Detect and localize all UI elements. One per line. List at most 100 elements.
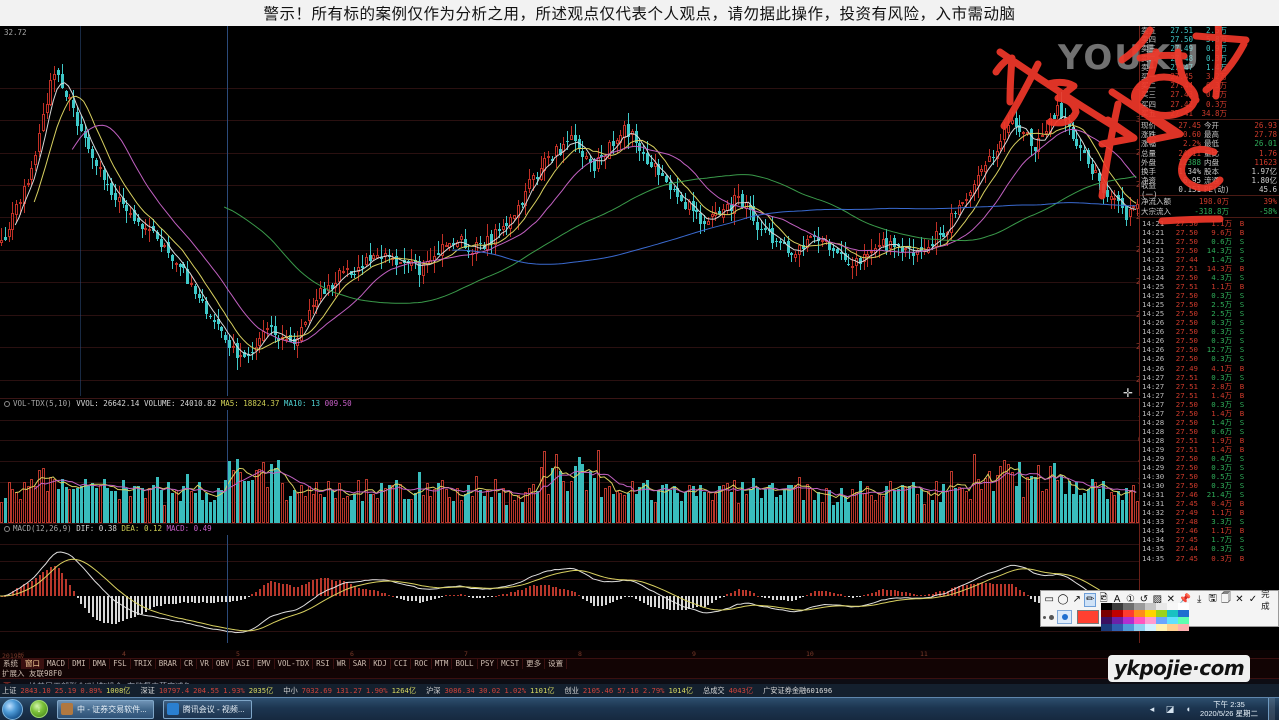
color-swatch[interactable] xyxy=(1101,624,1112,631)
pin-tool[interactable]: 📌 xyxy=(1178,594,1192,605)
line-width-small[interactable] xyxy=(1043,615,1046,619)
tick-row[interactable]: 14:27 27.51 2.8万 B xyxy=(1140,382,1279,391)
tick-row[interactable]: 14:28 27.50 0.6万 S xyxy=(1140,427,1279,436)
download-tool[interactable]: ⤓ xyxy=(1197,594,1202,605)
market-index-item[interactable]: 上证 2843.10 25.19 0.89% 1008亿 xyxy=(2,686,140,696)
tick-row[interactable]: 14:32 27.49 1.1万 B xyxy=(1140,508,1279,517)
tick-row[interactable]: 14:25 27.50 2.5万 S xyxy=(1140,309,1279,318)
indicator-tab-fsl[interactable]: FSL xyxy=(110,659,131,669)
order-book-row[interactable]: 买五 27.41 34.8万 xyxy=(1140,109,1279,118)
tick-row[interactable]: 14:26 27.49 4.1万 B xyxy=(1140,364,1279,373)
color-swatch[interactable] xyxy=(1167,624,1178,631)
tick-row[interactable]: 14:30 27.50 0.3万 S xyxy=(1140,481,1279,490)
indicator-tab-bar[interactable]: 系统 窗口 MACD DMI DMA FSL TRIX BRAR CR VR OBV ASI EMV VO… xyxy=(0,658,1279,669)
tick-row[interactable]: 14:28 27.51 1.9万 B xyxy=(1140,436,1279,445)
indicator-tab-cr[interactable]: CR xyxy=(181,659,197,669)
confirm-tool[interactable]: ✓ xyxy=(1248,594,1258,605)
tick-row[interactable]: 14:22 27.44 1.4万 S xyxy=(1140,255,1279,264)
color-swatch[interactable] xyxy=(1178,617,1189,624)
indicator-tab-vol-tdx[interactable]: VOL-TDX xyxy=(275,659,314,669)
tick-row[interactable]: 14:26 27.50 12.7万 S xyxy=(1140,345,1279,354)
blur-tool[interactable]: ▨ xyxy=(1152,594,1163,605)
market-index-item[interactable]: 广安证券金融601696 xyxy=(763,686,842,696)
indicator-tab-macd[interactable]: MACD xyxy=(44,659,70,669)
arrow-tool[interactable]: ↗ xyxy=(1072,594,1082,605)
pencil-tool[interactable]: ✏ xyxy=(1084,592,1097,607)
tick-row[interactable]: 14:21 27.50 0.6万 S xyxy=(1140,237,1279,246)
tick-row[interactable]: 14:27 27.50 0.3万 S xyxy=(1140,400,1279,409)
indicator-tab-roc[interactable]: ROC xyxy=(411,659,432,669)
indicator-tab-bar-secondary[interactable]: 扩展入 友联98F0 xyxy=(0,669,1279,679)
color-swatch[interactable] xyxy=(1145,603,1156,610)
color-swatch[interactable] xyxy=(1134,624,1145,631)
tick-row[interactable]: 14:28 27.50 1.4万 S xyxy=(1140,418,1279,427)
color-swatch[interactable] xyxy=(1101,603,1112,610)
color-swatch[interactable] xyxy=(1167,617,1178,624)
indicator-tab-cci[interactable]: CCI xyxy=(391,659,412,669)
tick-row[interactable]: 14:25 27.51 1.1万 B xyxy=(1140,282,1279,291)
drawing-style-row[interactable] xyxy=(1041,603,1278,631)
rect-tool[interactable]: ▭ xyxy=(1044,594,1054,605)
color-swatch[interactable] xyxy=(1167,610,1178,617)
color-swatch[interactable] xyxy=(1156,610,1167,617)
color-swatch[interactable] xyxy=(1178,603,1189,610)
market-index-item[interactable]: 深证 10797.4 204.55 1.93% 2035亿 xyxy=(140,686,283,696)
line-width-group[interactable] xyxy=(1043,610,1072,624)
color-swatch[interactable] xyxy=(1145,617,1156,624)
indicator-tab-mtm[interactable]: MTM xyxy=(432,659,453,669)
tick-row[interactable]: 14:25 27.50 2.5万 S xyxy=(1140,300,1279,309)
tray-expand-icon[interactable]: ◂ xyxy=(1149,703,1155,714)
color-swatch[interactable] xyxy=(1134,603,1145,610)
color-swatch[interactable] xyxy=(1156,603,1167,610)
indicator-tab-dma[interactable]: DMA xyxy=(90,659,111,669)
tick-trade-list[interactable]: 14:21 27.50 1.1万 B 14:21 27.50 9.6万 B 14:21 27.50… xyxy=(1140,219,1279,563)
tick-row[interactable]: 14:27 27.50 1.4万 B xyxy=(1140,409,1279,418)
undo-tool[interactable]: ↺ xyxy=(1139,594,1149,605)
taskbar-task[interactable]: 中 - 证券交易软件... xyxy=(57,699,154,719)
indicator-tab-asi[interactable]: ASI xyxy=(233,659,254,669)
start-button-icon[interactable] xyxy=(2,698,23,720)
macd-indicator-icon[interactable] xyxy=(4,526,10,532)
draw-done-label[interactable]: 完成 xyxy=(1261,588,1270,611)
tick-row[interactable]: 14:27 27.51 1.4万 B xyxy=(1140,391,1279,400)
color-swatch[interactable] xyxy=(1112,610,1123,617)
order-book-row[interactable]: 卖五 27.51 2.5万 xyxy=(1140,26,1279,35)
indicator-tab-kdj[interactable]: KDJ xyxy=(370,659,391,669)
market-index-item[interactable]: 总成交 4043亿 xyxy=(703,686,763,696)
color-swatch[interactable] xyxy=(1156,617,1167,624)
indicator-tab-brar[interactable]: BRAR xyxy=(156,659,181,669)
color-swatch[interactable] xyxy=(1145,610,1156,617)
volume-indicator-icon[interactable] xyxy=(4,401,10,407)
color-swatch[interactable] xyxy=(1156,624,1167,631)
color-swatch[interactable] xyxy=(1123,617,1134,624)
order-book-row[interactable]: 买四 27.42 0.3万 xyxy=(1140,100,1279,109)
current-color-swatch[interactable] xyxy=(1077,610,1099,624)
indicator-tab-wr[interactable]: WR xyxy=(334,659,350,669)
tray-volume-icon[interactable]: ◖ xyxy=(1185,704,1191,714)
volume-plot[interactable] xyxy=(0,410,1140,523)
taskbar-clock[interactable]: 下午 2:35 2020/5/26 星期二 xyxy=(1200,700,1262,718)
tick-row[interactable]: 14:21 27.50 9.6万 B xyxy=(1140,228,1279,237)
tick-row[interactable]: 14:35 27.45 0.3万 B xyxy=(1140,553,1279,563)
market-index-item[interactable]: 沪深 3086.34 30.02 1.02% 1101亿 xyxy=(426,686,564,696)
color-palette[interactable] xyxy=(1101,603,1189,631)
tick-row[interactable]: 14:21 27.50 1.1万 B xyxy=(1140,219,1279,228)
tick-row[interactable]: 14:29 27.50 0.4万 S xyxy=(1140,454,1279,463)
tick-row[interactable]: 14:26 27.50 0.3万 S xyxy=(1140,336,1279,345)
indicator-tab-dmi[interactable]: DMI xyxy=(69,659,90,669)
indicator-tab-rsi[interactable]: RSI xyxy=(313,659,334,669)
cancel-tool[interactable]: ✕ xyxy=(1235,594,1244,605)
price-pane[interactable]: 31.0030.0029.0028.0027.0026.0025.0024.00… xyxy=(0,26,1279,400)
color-swatch[interactable] xyxy=(1112,624,1123,631)
indicator-tab-psy[interactable]: PSY xyxy=(478,659,499,669)
copy-tool[interactable]: 🗍 xyxy=(1221,593,1232,604)
indicator-tab--[interactable]: 系统 xyxy=(0,659,22,669)
indicator-tab-mcst[interactable]: MCST xyxy=(498,659,524,669)
windows-taskbar[interactable]: ↓ 中 - 证券交易软件... 腾讯会议 - 视频... ◂ ◪ ◖ 下午 2:3… xyxy=(0,697,1279,720)
tick-row[interactable]: 14:31 27.45 0.4万 B xyxy=(1140,499,1279,508)
color-swatch[interactable] xyxy=(1123,610,1134,617)
tick-row[interactable]: 14:24 27.50 4.3万 S xyxy=(1140,273,1279,282)
color-swatch[interactable] xyxy=(1178,610,1189,617)
indicator-tab--[interactable]: 窗口 xyxy=(22,659,44,669)
tick-row[interactable]: 14:33 27.48 3.3万 S xyxy=(1140,517,1279,526)
